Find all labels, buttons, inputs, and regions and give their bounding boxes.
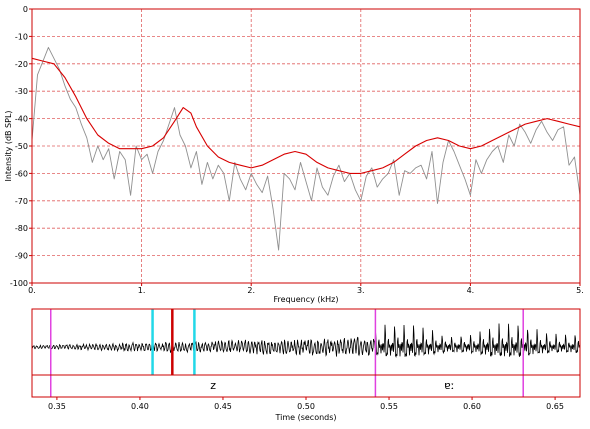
y-tick-label: -10 [15, 32, 28, 41]
envelope-line [31, 57, 581, 174]
y-tick-label: -80 [15, 224, 28, 233]
time-axis-ticks: 0.35 0.40 0.45 0.50 0.55 0.60 0.65 [48, 397, 564, 411]
y-tick-label: -40 [15, 115, 28, 124]
y-tick-label: -90 [15, 252, 28, 261]
spectrum-x-axis-label: Frequency (kHz) [274, 295, 339, 304]
y-tick-label: 0 [23, 5, 28, 14]
envelope-series [31, 57, 581, 174]
waveform-line [32, 323, 581, 358]
y-tick-label: -60 [15, 169, 28, 178]
y-tick-label: -100 [10, 279, 28, 288]
time-tick-label: 0.65 [546, 402, 564, 411]
time-tick-label: 0.55 [380, 402, 398, 411]
x-tick-label: 5. [576, 286, 584, 295]
time-tick-label: 0.35 [48, 402, 66, 411]
x-tick-label: 1. [138, 286, 146, 295]
segment-label: ɐː [444, 379, 454, 392]
time-axis-label: Time (seconds) [274, 413, 336, 422]
time-tick-label: 0.45 [214, 402, 232, 411]
x-tick-label: 4. [467, 286, 475, 295]
y-tick-label: -50 [15, 142, 28, 151]
spectrum-series [31, 46, 581, 251]
y-tick-label: -30 [15, 87, 28, 96]
segment-label: z [210, 379, 216, 392]
time-tick-label: 0.40 [131, 402, 149, 411]
waveform-series [32, 323, 581, 358]
segment-labels: z ɐː [210, 379, 454, 392]
spectrum-y-ticks: 0 -10 -20 -30 -40 -50 -60 -70 -80 -90 -100 [10, 5, 32, 288]
time-tick-label: 0.50 [297, 402, 315, 411]
annotation-tier-frame [31, 374, 581, 398]
y-tick-label: -70 [15, 197, 28, 206]
y-tick-label: -20 [15, 60, 28, 69]
spectrum-line [31, 46, 581, 251]
x-tick-label: 3. [357, 286, 365, 295]
x-tick-label: 2. [247, 286, 255, 295]
waveform-panel-frame [31, 308, 581, 376]
spectrum-grid [32, 9, 580, 283]
cursor-lines [50, 309, 524, 397]
spectrum-x-ticks: 0. 1. 2. 3. 4. 5. [28, 283, 584, 295]
time-tick-label: 0.60 [463, 402, 481, 411]
x-tick-label: 0. [28, 286, 36, 295]
spectrum-y-axis-label: Intensity (dB SPL) [4, 110, 13, 181]
